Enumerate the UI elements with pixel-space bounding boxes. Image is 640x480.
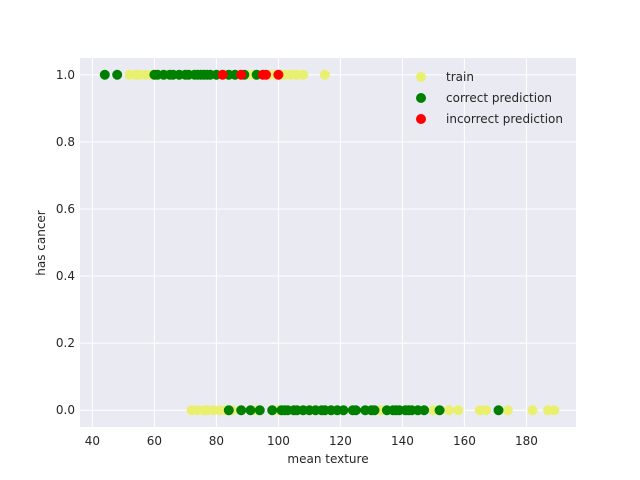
point-correct-prediction bbox=[419, 405, 430, 416]
x-tick-label: 160 bbox=[453, 434, 476, 448]
x-tick-label: 120 bbox=[329, 434, 352, 448]
legend-marker-incorrect-prediction bbox=[416, 114, 426, 124]
point-correct-prediction bbox=[493, 405, 504, 416]
point-incorrect-prediction bbox=[217, 69, 228, 80]
y-axis-label: has cancer bbox=[34, 210, 48, 276]
y-tick-label: 0.8 bbox=[56, 135, 75, 149]
legend-label-train: train bbox=[446, 70, 474, 84]
point-train bbox=[443, 405, 454, 416]
point-correct-prediction bbox=[267, 405, 278, 416]
point-correct-prediction bbox=[369, 405, 380, 416]
point-incorrect-prediction bbox=[273, 69, 284, 80]
point-incorrect-prediction bbox=[261, 69, 271, 80]
legend-marker-train bbox=[416, 72, 426, 82]
y-tick-label: 0.6 bbox=[56, 202, 75, 216]
grid bbox=[80, 58, 576, 427]
point-train bbox=[502, 405, 513, 416]
y-tick-label: 0.2 bbox=[56, 336, 75, 350]
x-tick-label: 140 bbox=[391, 434, 414, 448]
x-tick-label: 100 bbox=[267, 434, 290, 448]
point-correct-prediction bbox=[434, 405, 445, 416]
point-incorrect-prediction bbox=[236, 69, 247, 80]
y-tick-label: 1.0 bbox=[56, 68, 75, 82]
legend-label-incorrect-prediction: incorrect prediction bbox=[446, 112, 563, 126]
point-correct-prediction bbox=[350, 405, 361, 416]
x-axis-label: mean texture bbox=[287, 452, 368, 466]
x-tick-label: 60 bbox=[147, 434, 162, 448]
point-correct-prediction bbox=[254, 405, 265, 416]
x-axis-ticks: 40 60 80 100 120 140 160 180 bbox=[85, 434, 538, 448]
point-train bbox=[298, 69, 309, 80]
point-correct-prediction bbox=[99, 69, 110, 80]
point-correct-prediction bbox=[112, 69, 123, 80]
plot-area bbox=[80, 58, 576, 427]
point-train bbox=[549, 405, 560, 416]
legend-marker-correct-prediction bbox=[416, 93, 426, 103]
point-train bbox=[319, 69, 330, 80]
point-correct-prediction bbox=[236, 405, 247, 416]
x-tick-label: 80 bbox=[209, 434, 224, 448]
point-train bbox=[527, 405, 538, 416]
legend-label-correct-prediction: correct prediction bbox=[446, 91, 552, 105]
x-tick-label: 40 bbox=[85, 434, 100, 448]
x-tick-label: 180 bbox=[515, 434, 538, 448]
legend: train correct prediction incorrect predi… bbox=[416, 70, 563, 126]
point-correct-prediction bbox=[338, 405, 349, 416]
y-tick-label: 0.4 bbox=[56, 269, 75, 283]
y-tick-label: 0.0 bbox=[56, 403, 75, 417]
point-train bbox=[453, 405, 464, 416]
point-correct-prediction bbox=[245, 405, 256, 416]
data-points bbox=[99, 69, 560, 416]
point-correct-prediction bbox=[223, 405, 234, 416]
y-axis-ticks: 0.0 0.2 0.4 0.6 0.8 1.0 bbox=[56, 68, 75, 417]
point-train bbox=[481, 405, 492, 416]
